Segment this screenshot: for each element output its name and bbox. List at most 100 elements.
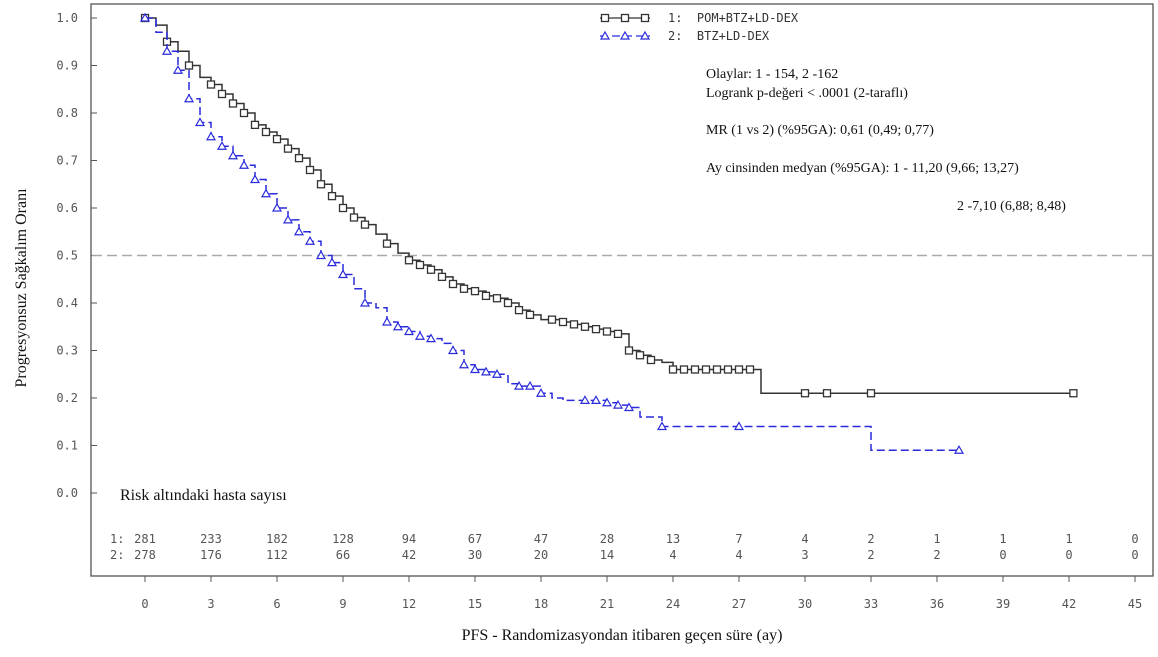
risk-count: 1 [933, 532, 940, 546]
censor-marker-square [459, 284, 469, 293]
censor-marker-square [294, 153, 304, 163]
censor-marker-square [580, 322, 590, 331]
censor-marker-triangle [238, 160, 250, 169]
legend-label: 2: BTZ+LD-DEX [668, 29, 770, 43]
risk-count: 42 [402, 548, 416, 562]
series-btz-ld-dex-line [145, 17, 959, 451]
censor-marker-triangle [535, 388, 547, 397]
censor-marker-triangle [601, 397, 613, 407]
stats-annotation: 2 -7,10 (6,88; 8,48) [957, 199, 1066, 214]
censor-marker-triangle [227, 150, 239, 160]
censor-marker-triangle [194, 117, 206, 127]
risk-count: 233 [200, 532, 222, 546]
risk-count: 0 [1131, 548, 1138, 562]
series-pom-btz-ld-dex-line [145, 17, 1074, 394]
risk-count: 112 [266, 548, 288, 562]
axis-ticks: 0.00.10.20.30.40.50.60.70.80.91.00 3 6 9 12 1… [56, 11, 1142, 611]
x-tick-label: 30 [798, 597, 812, 611]
censor-marker-square [624, 346, 634, 355]
x-tick-label: 6 [273, 597, 280, 611]
legend-marker-triangle [599, 30, 611, 40]
censor-marker-triangle [403, 326, 415, 336]
legend-marker-square [640, 13, 650, 23]
y-tick-label: 0.0 [56, 486, 78, 500]
stats-annotation: MR (1 vs 2) (%95GA): 0,61 (0,49; 0,77) [706, 123, 934, 138]
censor-marker-triangle [326, 257, 338, 267]
censor-marker-square [184, 61, 194, 70]
censor-marker-triangle [392, 321, 404, 331]
censor-marker-triangle [590, 395, 602, 404]
censor-marker-triangle [414, 331, 426, 340]
censor-marker-triangle [656, 421, 668, 431]
censor-marker-square [305, 165, 315, 175]
censor-marker-triangle [513, 380, 525, 390]
risk-table-title: Risk altındaki hasta sayısı [120, 487, 287, 504]
legend-marker-square [600, 13, 610, 23]
censor-marker-square [679, 365, 689, 374]
risk-count: 0 [1131, 532, 1138, 546]
censor-marker-square [448, 279, 458, 289]
risk-count: 0 [1065, 548, 1072, 562]
stats-annotation: Olaylar: 1 - 154, 2 -162 [706, 67, 838, 82]
x-tick-label: 36 [930, 597, 944, 611]
censor-marker-triangle [172, 65, 184, 74]
censor-marker-square [404, 256, 414, 265]
censor-marker-square [382, 239, 392, 248]
risk-count: 66 [336, 548, 350, 562]
censor-marker-square [745, 365, 755, 374]
risk-count: 182 [266, 532, 288, 546]
legend-marker-square [620, 13, 630, 23]
censor-marker-triangle [304, 236, 316, 245]
censor-marker-triangle [260, 188, 272, 198]
censor-marker-square [525, 310, 535, 320]
risk-count: 3 [801, 548, 808, 562]
x-tick-label: 42 [1062, 597, 1076, 611]
risk-count: 281 [134, 532, 156, 546]
censor-marker-triangle [447, 345, 459, 355]
censor-marker-square [514, 305, 524, 315]
censor-marker-square [723, 365, 733, 374]
censor-marker-square [591, 324, 601, 334]
censor-marker-triangle [491, 369, 503, 378]
risk-row-label: 1: [110, 532, 124, 546]
x-axis-title: PFS - Randomizasyondan itibaren geçen sü… [462, 627, 783, 644]
censor-marker-triangle [469, 364, 481, 374]
censor-marker-square [250, 120, 260, 130]
risk-count: 4 [735, 548, 742, 562]
x-tick-label: 15 [468, 597, 482, 611]
legend: 1: POM+BTZ+LD-DEX 2: BTZ+LD-DEX [599, 11, 799, 43]
censor-marker-triangle [458, 359, 470, 369]
censor-marker-square [492, 294, 502, 303]
risk-count: 176 [200, 548, 222, 562]
stats-annotation: Ay cinsinden medyan (%95GA): 1 - 11,20 (… [706, 161, 1019, 176]
censor-marker-square [338, 203, 348, 213]
risk-count: 1 [1065, 532, 1072, 546]
censor-marker-triangle [579, 395, 591, 404]
y-tick-label: 1.0 [56, 11, 78, 25]
risk-count: 2 [867, 548, 874, 562]
risk-count: 2 [933, 548, 940, 562]
legend-label: 1: POM+BTZ+LD-DEX [668, 11, 799, 25]
risk-count: 4 [669, 548, 676, 562]
censor-marker-square [426, 265, 436, 274]
risk-count: 28 [600, 532, 614, 546]
censor-marker-triangle [337, 269, 349, 279]
risk-count: 94 [402, 532, 416, 546]
annotations: Olaylar: 1 - 154, 2 -162 Logrank p-değeri… [706, 67, 1066, 214]
censor-marker-square [668, 365, 678, 374]
censor-marker-square [701, 365, 711, 374]
y-tick-label: 0.6 [56, 201, 78, 215]
censor-marker-square [558, 317, 568, 327]
x-tick-label: 21 [600, 597, 614, 611]
y-tick-label: 0.8 [56, 106, 78, 120]
y-axis-title: Progresyonsuz Sağkalım Oranı [13, 188, 30, 388]
legend-marker-triangle [619, 30, 631, 40]
stats-annotation: Logrank p-değeri < .0001 (2-taraflı) [706, 86, 908, 101]
risk-count: 128 [332, 532, 354, 546]
legend-marker-triangle [639, 30, 651, 40]
risk-count: 0 [999, 548, 1006, 562]
censor-marker-square [261, 127, 271, 137]
censor-marker-square [283, 144, 293, 153]
censor-marker-square [569, 320, 579, 329]
